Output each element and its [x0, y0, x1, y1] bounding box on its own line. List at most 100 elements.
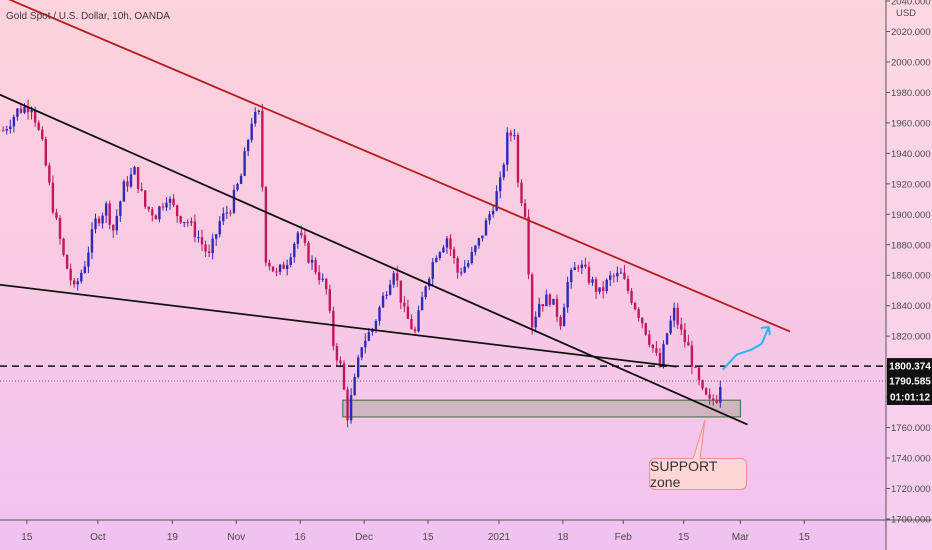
candle-body — [719, 386, 722, 403]
candle-body — [570, 270, 573, 282]
candle-body — [410, 318, 413, 330]
candle-body — [119, 201, 122, 216]
y-tick-label: 1700.000 — [891, 515, 931, 526]
y-tick-label: 1940.000 — [891, 149, 931, 160]
candle-body — [523, 203, 527, 217]
candle-body — [197, 237, 200, 239]
candle-body — [598, 287, 601, 292]
candle-body — [481, 235, 484, 239]
candle-body — [367, 332, 371, 341]
candle-body — [499, 177, 502, 192]
candle-body — [108, 203, 111, 225]
current-price-tag-bg — [887, 372, 932, 389]
candle-body — [211, 238, 214, 254]
candle-body — [229, 212, 232, 214]
candle-body — [349, 395, 353, 421]
candle-body — [346, 389, 349, 421]
candle-body — [584, 264, 587, 267]
candle-body — [623, 272, 626, 279]
candle-body — [442, 247, 445, 253]
y-tick-label: 2020.000 — [891, 27, 931, 38]
candle-body — [112, 224, 115, 231]
candle-body — [104, 203, 108, 216]
candle-body — [651, 344, 655, 349]
candle-body — [335, 346, 339, 361]
x-tick-label: 15 — [678, 532, 690, 543]
candle-body — [250, 123, 253, 141]
candle-body — [566, 281, 569, 308]
x-tick-label: 19 — [167, 532, 179, 543]
candle-body — [16, 108, 19, 117]
candle-body — [658, 352, 662, 367]
candle-body — [680, 324, 683, 330]
candle-body — [456, 258, 459, 273]
candle-body — [360, 347, 363, 358]
y-tick-label: 1860.000 — [891, 271, 931, 282]
candle-body — [154, 215, 158, 220]
candle-body — [449, 238, 452, 250]
candle-body — [51, 182, 55, 213]
candle-body — [474, 245, 477, 253]
candle-body — [87, 252, 90, 267]
candle-body — [37, 122, 40, 130]
candle-body — [612, 275, 615, 277]
y-tick-label: 1900.000 — [891, 210, 931, 221]
candle-body — [506, 132, 509, 165]
candle-body — [193, 221, 197, 238]
candle-body — [264, 187, 268, 263]
candle-body — [97, 218, 101, 224]
y-tick-label: 1840.000 — [891, 301, 931, 312]
candle-body — [594, 279, 598, 292]
axis-currency-label: USD — [896, 8, 916, 19]
candle-body — [385, 294, 388, 296]
candle-body — [548, 294, 552, 305]
candle-body — [172, 198, 175, 206]
candle-body — [438, 252, 442, 259]
candle-body — [168, 198, 172, 203]
candle-body — [555, 298, 559, 318]
candle-body — [413, 329, 417, 332]
candle-body — [694, 366, 697, 368]
candle-body — [545, 294, 548, 307]
candle-body — [459, 272, 463, 274]
candle-body — [463, 266, 466, 273]
candle-body — [151, 209, 154, 216]
countdown-tag-bg — [887, 388, 932, 405]
y-tick-label: 2040.000 — [891, 0, 931, 8]
resistance-line — [8, 0, 791, 333]
candle-body — [488, 214, 491, 221]
candles-layer — [2, 99, 722, 428]
candle-body — [616, 272, 619, 277]
candle-body — [115, 215, 118, 231]
candle-body — [147, 206, 150, 210]
candle-body — [5, 129, 8, 131]
candle-body — [321, 278, 324, 280]
candle-body — [388, 284, 392, 295]
candle-body — [243, 151, 246, 176]
y-axis: 2040.000 2020.000 2000.000 1980.000 1960.000… — [886, 0, 931, 526]
candle-body — [428, 278, 431, 287]
x-tick-label: 15 — [422, 532, 434, 543]
candle-body — [19, 108, 23, 113]
candle-body — [435, 258, 438, 263]
y-tick-label: 1920.000 — [891, 179, 931, 190]
candle-body — [477, 238, 481, 246]
candle-body — [672, 307, 676, 321]
candle-body — [62, 238, 65, 255]
candle-body — [136, 167, 140, 190]
forecast-arrow-head — [760, 325, 771, 336]
candle-body — [573, 267, 576, 271]
candle-body — [655, 348, 658, 353]
current-price-tag: 1790.585 — [889, 376, 931, 387]
x-tick-label: 15 — [21, 532, 33, 543]
candle-body — [232, 189, 236, 213]
y-tick-label: 1980.000 — [891, 88, 931, 99]
candle-body — [403, 302, 406, 307]
candle-body — [282, 264, 285, 269]
candle-body — [80, 272, 83, 282]
candle-body — [470, 252, 473, 264]
candle-body — [101, 215, 104, 224]
candle-body — [2, 130, 5, 132]
